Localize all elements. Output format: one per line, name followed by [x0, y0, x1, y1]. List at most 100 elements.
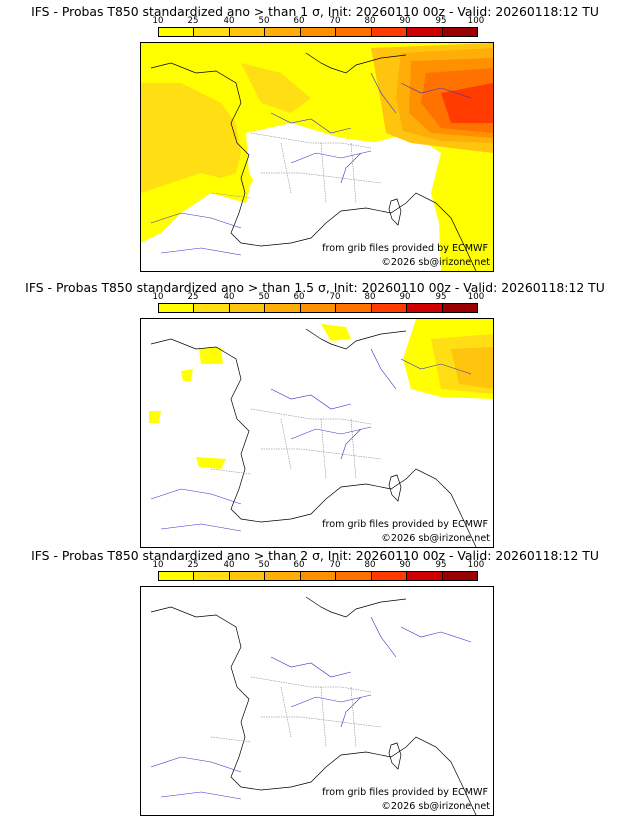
copyright-text: ©2026 sb@irizone.net [381, 257, 490, 268]
colorbar-swatch [229, 304, 266, 312]
colorbar-swatch [336, 304, 372, 312]
copyright-text: ©2026 sb@irizone.net [381, 533, 490, 544]
colorbar-swatch [265, 304, 301, 312]
colorbar-labels: 10 25 40 50 60 70 80 90 95 100 [153, 16, 485, 27]
prob-area-10 [199, 347, 223, 364]
colorbar-tick-label: 25 [187, 16, 199, 26]
prob-area-10 [149, 411, 161, 423]
colorbar-swatch [300, 572, 337, 580]
credit-text: from grib files provided by ECMWF [322, 243, 488, 254]
low-prob-area [141, 223, 341, 271]
corsica [388, 474, 402, 502]
colorbar-swatch [194, 304, 230, 312]
colorbar-tick-label: 50 [258, 560, 270, 570]
colorbar-tick-label: 100 [467, 16, 485, 26]
river [370, 348, 472, 390]
colorbar-tick-label: 80 [364, 292, 376, 302]
colorbar-swatch [300, 28, 337, 36]
river [150, 112, 372, 256]
colorbar-tick-label: 100 [467, 292, 485, 302]
colorbar-swatch [265, 28, 301, 36]
prob-area-10 [321, 324, 351, 341]
colorbar-tick-label: 25 [187, 292, 199, 302]
colorbar-swatch [371, 304, 408, 312]
colorbar-tick-label: 70 [329, 16, 341, 26]
colorbar-tick-label: 10 [152, 16, 164, 26]
colorbar-swatch [442, 28, 477, 36]
prob-area-80 [441, 83, 493, 123]
colorbar-swatch [336, 572, 372, 580]
colorbar-swatch [265, 572, 301, 580]
probability-map: from grib files provided by ECMWF ©2026 … [140, 318, 494, 548]
colorbar-swatch [407, 572, 443, 580]
prob-area-10 [181, 369, 193, 381]
colorbar-swatch [159, 572, 195, 580]
colorbar-swatch [371, 572, 408, 580]
colorbar-tick-label: 95 [435, 292, 447, 302]
colorbar-tick-label: 60 [293, 560, 305, 570]
colorbar-labels: 10 25 40 50 60 70 80 90 95 100 [153, 560, 485, 571]
colorbar-swatch [159, 304, 195, 312]
border [210, 132, 382, 204]
prob-area-25 [241, 63, 311, 113]
coastline [305, 596, 407, 618]
colorbar-tick-label: 40 [223, 292, 235, 302]
colorbar-labels: 10 25 40 50 60 70 80 90 95 100 [153, 292, 485, 303]
coastline [150, 338, 477, 547]
river [150, 656, 372, 800]
colorbar-tick-label: 90 [399, 16, 411, 26]
copyright-text: ©2026 sb@irizone.net [381, 801, 490, 812]
prob-area-40 [451, 347, 493, 389]
colorbar-tick-label: 70 [329, 560, 341, 570]
colorbar-tick-label: 80 [364, 560, 376, 570]
colorbar-swatch [407, 304, 443, 312]
colorbar-tick-label: 25 [187, 560, 199, 570]
colorbar-tick-label: 100 [467, 560, 485, 570]
coastline [305, 328, 407, 350]
credit-text: from grib files provided by ECMWF [322, 787, 488, 798]
colorbar-swatch [442, 304, 477, 312]
panel-1-sigma: IFS - Probas T850 standardized ano > tha… [0, 4, 630, 272]
probability-map: from grib files provided by ECMWF ©2026 … [140, 586, 494, 816]
colorbar-tick-label: 90 [399, 292, 411, 302]
corsica [388, 198, 402, 226]
colorbar-tick-label: 50 [258, 16, 270, 26]
colorbar-swatch [300, 304, 337, 312]
colorbar-swatch [229, 572, 266, 580]
colorbar-tick-label: 95 [435, 16, 447, 26]
colorbar-swatch [229, 28, 266, 36]
colorbar-swatch [159, 28, 195, 36]
colorbar-tick-label: 10 [152, 292, 164, 302]
border [210, 676, 382, 748]
colorbar-swatch [194, 28, 230, 36]
colorbar-tick-label: 60 [293, 292, 305, 302]
coastline [305, 52, 407, 74]
panel-title: IFS - Probas T850 standardized ano > tha… [31, 548, 599, 563]
colorbar-swatch [336, 28, 372, 36]
credit-text: from grib files provided by ECMWF [322, 519, 488, 530]
colorbar [158, 303, 478, 313]
colorbar-tick-label: 60 [293, 16, 305, 26]
colorbar-tick-label: 90 [399, 560, 411, 570]
prob-area-25 [141, 83, 241, 193]
colorbar-tick-label: 10 [152, 560, 164, 570]
colorbar-tick-label: 40 [223, 560, 235, 570]
colorbar-tick-label: 50 [258, 292, 270, 302]
panel-1-5-sigma: IFS - Probas T850 standardized ano > tha… [0, 280, 630, 548]
coastline [150, 62, 477, 271]
colorbar-swatch [371, 28, 408, 36]
colorbar-swatch [407, 28, 443, 36]
colorbar-tick-label: 70 [329, 292, 341, 302]
panel-2-sigma: IFS - Probas T850 standardized ano > tha… [0, 548, 630, 816]
border [210, 408, 382, 480]
colorbar [158, 27, 478, 37]
corsica [388, 742, 402, 770]
river [150, 388, 372, 532]
colorbar-swatch [442, 572, 477, 580]
colorbar-tick-label: 40 [223, 16, 235, 26]
panel-title: IFS - Probas T850 standardized ano > tha… [31, 4, 599, 19]
colorbar-tick-label: 80 [364, 16, 376, 26]
colorbar-swatch [194, 572, 230, 580]
coastline [150, 606, 477, 815]
river [370, 616, 472, 658]
